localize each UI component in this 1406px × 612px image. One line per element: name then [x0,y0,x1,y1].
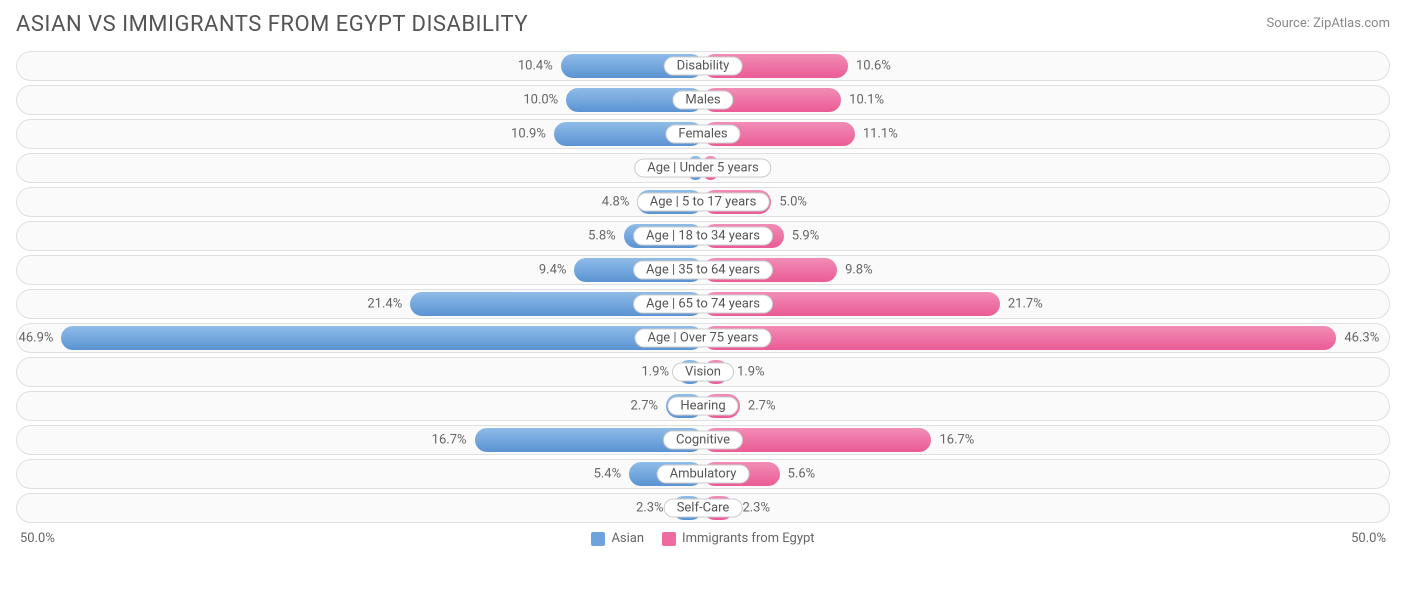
value-left: 4.8% [602,195,630,210]
category-label: Ambulatory [657,465,750,484]
value-left: 10.4% [518,59,553,74]
value-left: 2.7% [631,399,659,414]
value-right: 5.0% [779,195,807,210]
value-left: 2.3% [636,501,664,516]
category-label: Age | 65 to 74 years [633,295,773,314]
value-left: 46.9% [19,331,54,346]
value-right: 1.9% [737,365,765,380]
chart-row: 9.4% 9.8% Age | 35 to 64 years [16,255,1390,285]
chart-row: 5.4% 5.6% Ambulatory [16,459,1390,489]
value-right: 2.7% [748,399,776,414]
value-right: 11.1% [863,127,898,142]
value-right: 10.6% [856,59,891,74]
category-label: Males [672,91,733,110]
value-left: 10.9% [511,127,546,142]
chart-row: 2.3% 2.3%Self-Care [16,493,1390,523]
category-label: Age | 35 to 64 years [633,261,773,280]
diverging-bar-chart: 10.4% 10.6% Disability 10.0% 10.1% Males 10.9%… [16,51,1390,523]
legend-swatch-right [662,532,676,546]
value-left: 1.9% [641,365,669,380]
category-label: Age | 5 to 17 years [637,193,770,212]
bar-right [703,326,1336,350]
chart-row: 10.0% 10.1% Males [16,85,1390,115]
category-label: Age | Over 75 years [635,329,772,348]
category-label: Age | 18 to 34 years [633,227,773,246]
chart-row: 21.4% 21.7% Age | 65 to 74 years [16,289,1390,319]
legend-item-right: Immigrants from Egypt [662,531,815,546]
value-right: 2.3% [742,501,770,516]
chart-row: 2.7% 2.7% Hearing [16,391,1390,421]
chart-row: 10.4% 10.6% Disability [16,51,1390,81]
chart-row: 4.8% 5.0% Age | 5 to 17 years [16,187,1390,217]
chart-row: 46.9% 46.3% Age | Over 75 years [16,323,1390,353]
legend: Asian Immigrants from Egypt [55,531,1351,546]
value-right: 5.9% [792,229,820,244]
value-left: 9.4% [539,263,567,278]
chart-footer: 50.0% Asian Immigrants from Egypt 50.0% [16,531,1390,546]
value-right: 9.8% [845,263,873,278]
value-left: 5.8% [588,229,616,244]
value-left: 5.4% [594,467,622,482]
value-right: 46.3% [1344,331,1379,346]
chart-header: ASIAN VS IMMIGRANTS FROM EGYPT DISABILIT… [16,12,1390,37]
value-left: 21.4% [367,297,402,312]
category-label: Disability [664,57,743,76]
chart-row: 1.9% 1.9%Vision [16,357,1390,387]
legend-swatch-left [591,532,605,546]
chart-row: 5.8% 5.9% Age | 18 to 34 years [16,221,1390,251]
value-right: 16.7% [939,433,974,448]
legend-label-left: Asian [611,531,644,546]
legend-item-left: Asian [591,531,644,546]
axis-max-left: 50.0% [20,531,55,546]
category-label: Cognitive [663,431,743,450]
category-label: Vision [672,363,734,382]
chart-row: 1.1%1.1%Age | Under 5 years [16,153,1390,183]
value-left: 16.7% [432,433,467,448]
bar-left [61,326,703,350]
legend-label-right: Immigrants from Egypt [682,531,815,546]
chart-row: 16.7% 16.7% Cognitive [16,425,1390,455]
chart-row: 10.9% 11.1% Females [16,119,1390,149]
category-label: Hearing [667,397,738,416]
axis-max-right: 50.0% [1351,531,1386,546]
value-left: 10.0% [523,93,558,108]
category-label: Self-Care [664,499,743,518]
category-label: Age | Under 5 years [634,159,771,178]
chart-title: ASIAN VS IMMIGRANTS FROM EGYPT DISABILIT… [16,12,528,37]
value-right: 10.1% [849,93,884,108]
category-label: Females [665,125,740,144]
chart-source: Source: ZipAtlas.com [1266,16,1390,31]
value-right: 5.6% [788,467,816,482]
value-right: 21.7% [1008,297,1043,312]
